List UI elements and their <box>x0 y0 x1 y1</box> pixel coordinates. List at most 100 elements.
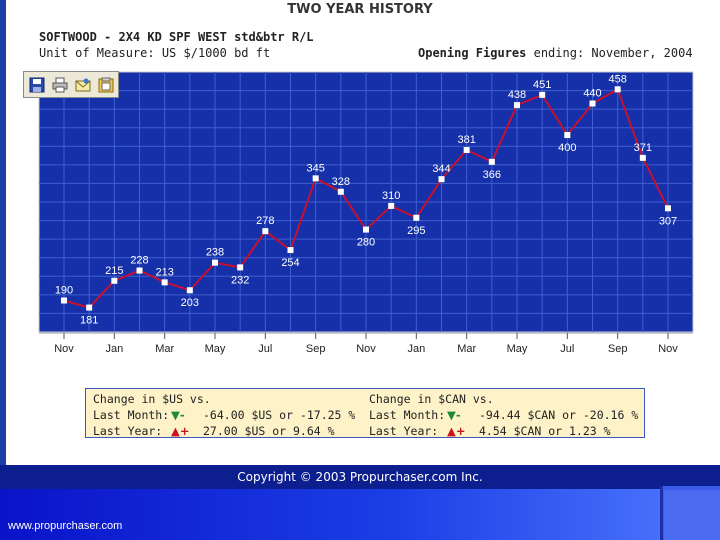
down-arrow-icon: ▼- <box>447 408 461 422</box>
us-last-year-row: Last Year: ▲+ 27.00 $US or 9.64 % <box>93 423 355 439</box>
x-tick-label: Jan <box>105 343 123 355</box>
data-point <box>161 279 168 286</box>
x-tick-label: May <box>205 343 226 355</box>
data-point <box>287 247 294 254</box>
data-label: 203 <box>181 297 199 309</box>
can-last-year-label: Last Year: <box>369 424 439 438</box>
data-label: 228 <box>130 255 148 267</box>
copy-icon[interactable] <box>97 76 115 94</box>
x-tick-label: Mar <box>155 343 174 355</box>
can-last-year-value: 4.54 $CAN or 1.23 % <box>479 424 611 438</box>
x-tick-label: Nov <box>54 343 74 355</box>
down-arrow-icon: ▼- <box>171 408 185 422</box>
us-last-year-label: Last Year: <box>93 424 163 438</box>
chart-toolbar <box>23 71 119 98</box>
x-tick-label: Sep <box>306 343 326 355</box>
data-label: 400 <box>558 142 576 154</box>
data-point <box>438 176 445 183</box>
website-link[interactable]: www.propurchaser.com <box>8 520 123 532</box>
us-change-column: Change in $US vs. Last Month: ▼- -64.00 $U… <box>93 391 355 439</box>
us-last-year-value: 27.00 $US or 9.64 % <box>203 424 335 438</box>
opening-label: Opening Figures <box>418 46 527 60</box>
data-label: 440 <box>583 88 601 100</box>
data-point <box>86 304 93 311</box>
x-tick-label: Nov <box>356 343 376 355</box>
opening-figures: Opening Figures ending: November, 2004 <box>418 46 693 60</box>
data-label: 366 <box>483 169 501 181</box>
x-tick-label: Mar <box>457 343 476 355</box>
opening-value: ending: November, 2004 <box>526 46 693 60</box>
x-tick-label: Jul <box>258 343 272 355</box>
up-arrow-icon: ▲+ <box>447 424 466 438</box>
data-label: 278 <box>256 215 274 227</box>
data-label: 190 <box>55 284 73 296</box>
data-label: 213 <box>155 266 173 278</box>
data-point <box>186 287 193 294</box>
page-title: TWO YEAR HISTORY <box>287 2 433 17</box>
data-point <box>564 132 571 139</box>
data-point <box>212 259 218 266</box>
data-label: 254 <box>281 257 299 269</box>
data-label: 295 <box>407 225 425 237</box>
price-change-panel: Change in $US vs. Last Month: ▼- -64.00 $U… <box>85 388 645 438</box>
data-label: 232 <box>231 274 249 286</box>
product-name: SOFTWOOD - 2X4 KD SPF WEST std&btr R/L <box>39 30 314 44</box>
data-point <box>639 154 646 161</box>
x-tick-label: Jul <box>560 343 574 355</box>
us-last-month-value: -64.00 $US or -17.25 % <box>203 408 356 422</box>
unit-of-measure: Unit of Measure: US $/1000 bd ft <box>39 46 271 60</box>
us-last-month-row: Last Month: ▼- -64.00 $US or -17.25 % <box>93 407 355 423</box>
data-point <box>237 264 244 271</box>
data-label: 344 <box>432 163 450 175</box>
print-icon[interactable] <box>51 76 69 94</box>
data-point <box>136 267 143 274</box>
footer-decoration-inner <box>664 490 720 540</box>
us-last-month-label: Last Month: <box>93 408 170 422</box>
data-label: 438 <box>508 89 526 101</box>
data-label: 238 <box>206 247 224 259</box>
x-tick-label: Nov <box>658 343 678 355</box>
data-point <box>337 188 344 195</box>
data-point <box>111 277 118 284</box>
data-label: 381 <box>457 134 475 146</box>
data-label: 215 <box>105 265 123 277</box>
footer-bar <box>0 465 720 489</box>
data-label: 371 <box>634 142 652 154</box>
can-last-year-row: Last Year: ▲+ 4.54 $CAN or 1.23 % <box>369 423 638 439</box>
x-tick-label: May <box>507 343 528 355</box>
data-label: 451 <box>533 79 551 91</box>
data-point <box>488 158 495 165</box>
data-point <box>539 91 546 98</box>
data-point <box>262 228 269 235</box>
up-arrow-icon: ▲+ <box>171 424 190 438</box>
data-label: 181 <box>80 315 98 327</box>
data-point <box>413 214 420 221</box>
footer-banner <box>0 489 720 540</box>
left-border <box>0 0 6 465</box>
data-point <box>514 102 520 109</box>
data-label: 328 <box>332 176 350 188</box>
data-point <box>363 226 369 233</box>
can-last-month-label: Last Month: <box>369 408 446 422</box>
copyright-text: Copyright © 2003 Propurchaser.com Inc. <box>237 470 483 484</box>
save-icon[interactable] <box>28 76 46 94</box>
data-point <box>614 86 621 93</box>
data-point <box>665 205 671 212</box>
can-last-month-value: -94.44 $CAN or -20.16 % <box>479 408 639 422</box>
data-point <box>463 147 470 153</box>
data-point <box>589 100 596 107</box>
x-tick-label: Sep <box>608 343 628 355</box>
data-point <box>388 202 395 209</box>
can-heading: Change in $CAN vs. <box>369 392 494 406</box>
data-label: 307 <box>659 215 677 227</box>
can-change-column: Change in $CAN vs. Last Month: ▼- -94.44 $… <box>369 391 638 439</box>
data-point <box>312 175 319 182</box>
x-tick-label: Jan <box>407 343 425 355</box>
data-point <box>61 297 67 304</box>
price-history-chart: Nov Jan Mar May Jul Sep Nov Jan Mar May Jul Sep Nov 1… <box>38 71 694 355</box>
email-icon[interactable] <box>74 76 92 94</box>
data-label: 458 <box>608 73 626 85</box>
data-label: 310 <box>382 190 400 202</box>
can-last-month-row: Last Month: ▼- -94.44 $CAN or -20.16 % <box>369 407 638 423</box>
data-label: 280 <box>357 237 375 249</box>
